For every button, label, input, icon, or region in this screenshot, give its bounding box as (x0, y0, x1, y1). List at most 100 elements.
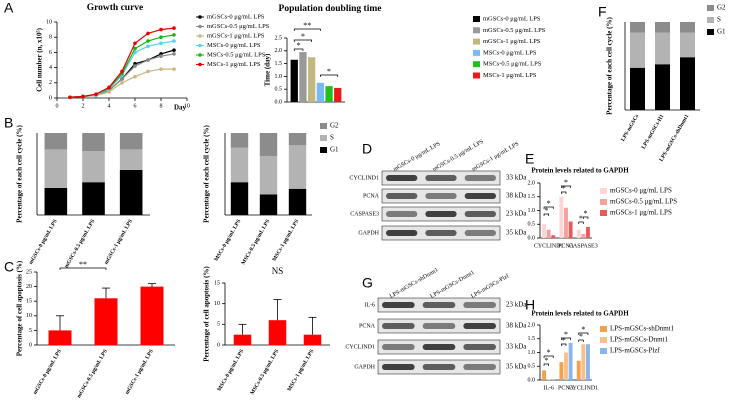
blot-band (386, 211, 418, 217)
y-axis-label: Percentage of cell apoptosis (%) (16, 260, 24, 356)
point (94, 92, 98, 96)
blot-band (425, 175, 457, 181)
y-tick-label: 10 (46, 19, 52, 25)
blot-row-label: GAPDH (354, 364, 375, 370)
bracket (59, 267, 107, 270)
bar (94, 298, 118, 345)
bar-segment (655, 64, 670, 110)
legend-label: mGSCs-0 μg/mL LPS (207, 13, 265, 20)
y-axis-label: Percentage of each cell cycle (%) (203, 125, 211, 223)
legend-swatch (707, 29, 714, 35)
point (159, 41, 163, 46)
bar-segment (655, 22, 670, 33)
bar (542, 370, 546, 380)
point (172, 26, 176, 30)
blot-size-label: 23 kDa (506, 210, 527, 218)
legend-label: MSCs-0.5 μg/mL LPS (207, 51, 266, 58)
blot-band (464, 175, 496, 181)
legend-swatch (473, 16, 480, 22)
bar-segment (288, 188, 307, 215)
y-tick-label: 1.5 (528, 336, 536, 342)
bar-segment (288, 133, 307, 146)
blot-band (464, 230, 496, 236)
annotation: * (562, 184, 566, 193)
y-tick-label: 15 (26, 299, 32, 305)
x-tick-label: mGSCs-0 μg/mL LPS (32, 349, 63, 396)
panel-letter: H (525, 297, 535, 313)
panel-letter: E (525, 151, 534, 167)
legend-label: mGSCs-0.5 μg/mL LPS (610, 198, 677, 206)
legend-swatch (473, 27, 480, 34)
legend-label: S (330, 134, 334, 142)
y-tick-label: 1.5 (275, 61, 283, 67)
blot-size-label: 38 kDa (506, 192, 527, 200)
x-tick-label: 8 (160, 103, 163, 109)
legend-swatch (600, 210, 607, 216)
y-tick-label: 2.0 (528, 322, 536, 328)
point (146, 58, 150, 62)
bar (233, 334, 252, 345)
bar-segment (288, 145, 307, 189)
chart-title: Protein levels related to GAPDH (531, 167, 629, 175)
point (159, 54, 163, 58)
bracket (293, 48, 304, 51)
bar-segment (259, 155, 278, 195)
annotation: * (581, 325, 585, 334)
bracket (543, 355, 554, 358)
panel-letter: G (362, 275, 373, 291)
blot-size-label: 38 kDa (506, 322, 527, 330)
legend-label: LPS-mGSCs-shDnmt1 (610, 325, 675, 333)
bar-segment (82, 133, 105, 152)
blot-size-label: 23 kDa (506, 301, 527, 309)
bracket (320, 74, 339, 77)
y-axis-label: Percentage of cell apoptosis (%) (203, 266, 211, 362)
annotation: * (564, 178, 568, 187)
blot-size-label: 35 kDa (506, 229, 527, 237)
blot-band (464, 211, 496, 217)
chart-title: Population doubling time (279, 4, 382, 14)
annotation: * (579, 332, 583, 341)
y-tick-label: 1.0 (275, 74, 283, 80)
panel-letter: A (4, 0, 14, 16)
y-tick-label: 15 (214, 280, 220, 286)
panel-letter: D (362, 141, 372, 157)
bar (576, 360, 581, 380)
x-tick-label: mGSCs-0 μg/mL LPS (28, 219, 59, 266)
y-tick-label: 2.5 (275, 35, 283, 41)
point (120, 69, 124, 74)
bar (290, 59, 298, 102)
legend-label: G2 (717, 4, 726, 12)
blot-band (382, 344, 415, 350)
annotation: * (297, 41, 301, 50)
bar (564, 207, 568, 238)
legend-label: mGSCs-0.5 μg/mL LPS (483, 27, 546, 34)
bar (586, 227, 590, 238)
point (146, 31, 150, 36)
y-tick-label: 2 (49, 80, 52, 86)
y-tick-label: 0 (49, 95, 52, 101)
point (133, 46, 137, 51)
legend-swatch (600, 337, 607, 343)
blot-size-label: 35 kDa (506, 363, 527, 371)
point (146, 44, 150, 49)
y-tick-label: 0.5 (528, 222, 536, 228)
y-tick-label: 1.5 (528, 194, 536, 200)
bracket (543, 206, 554, 209)
bar-segment (259, 194, 278, 215)
bar-segment (259, 133, 278, 156)
x-tick-label: PCNA (558, 243, 575, 249)
point (133, 64, 137, 68)
blot-row-label: CASPASE3 (350, 211, 379, 217)
point (172, 39, 176, 43)
blot-row-label: IL-6 (364, 302, 375, 308)
y-tick-label: 0.5 (528, 364, 536, 370)
bracket (561, 191, 567, 194)
legend-label: mGSCs-1 μg/mL LPS (207, 32, 265, 39)
x-tick-label: 10 (184, 103, 190, 109)
blot-column-label: LPS-mGSCs-Plzf (470, 273, 510, 300)
legend-marker (198, 53, 202, 57)
y-tick-label: 0.0 (275, 99, 283, 105)
annotation: * (547, 348, 551, 357)
x-tick-label: CYCLIND1 (568, 385, 598, 391)
blot-row-label: PCNA (363, 193, 380, 199)
